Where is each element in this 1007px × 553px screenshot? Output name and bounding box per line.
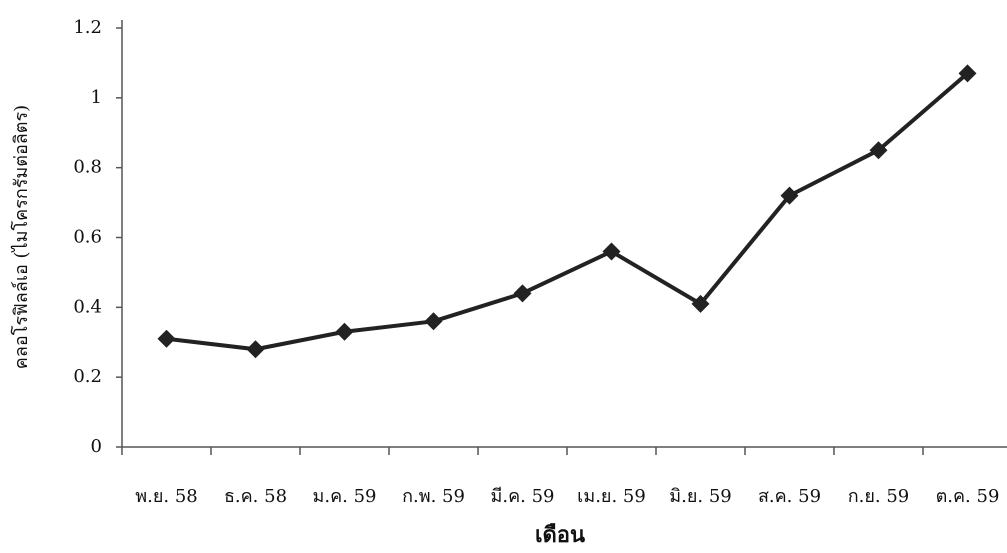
- marker: [869, 141, 888, 160]
- x-tick-label: ต.ค. 59: [936, 486, 1000, 507]
- marker: [602, 242, 621, 261]
- x-tick-label: ส.ค. 59: [758, 486, 821, 507]
- x-tick-label: พ.ย. 58: [135, 486, 197, 507]
- line: [166, 71, 969, 352]
- marker: [513, 284, 532, 303]
- y-tick-label: 1.2: [73, 17, 102, 38]
- x-tick-label: มิ.ย. 59: [669, 486, 731, 507]
- y-tick-label: 0.8: [73, 157, 102, 178]
- x-tick-label: ธ.ค. 58: [224, 486, 287, 507]
- x-tick-label: ก.ย. 59: [848, 486, 910, 507]
- marker: [780, 186, 799, 205]
- marker: [157, 329, 176, 348]
- x-tick-label: เม.ย. 59: [577, 486, 646, 507]
- x-axis-title: เดือน: [535, 522, 585, 548]
- y-tick-label: 0.4: [73, 296, 102, 317]
- marker: [424, 312, 443, 331]
- marker: [335, 322, 354, 341]
- x-tick-label: มี.ค. 59: [491, 486, 555, 507]
- x-tick-label: ก.พ. 59: [402, 486, 465, 507]
- y-tick-label: 0.2: [73, 366, 102, 387]
- y-axis-title: คลอโรฟิลล์เอ (ไมโครกรัมต่อลิตร): [10, 105, 32, 369]
- marker: [958, 64, 977, 83]
- marker: [691, 294, 710, 313]
- marker: [246, 340, 265, 359]
- x-tick-label: ม.ค. 59: [313, 486, 377, 507]
- y-tick-label: 0.6: [73, 227, 102, 248]
- y-tick-label: 1: [91, 87, 102, 108]
- y-tick-label: 0: [91, 436, 102, 457]
